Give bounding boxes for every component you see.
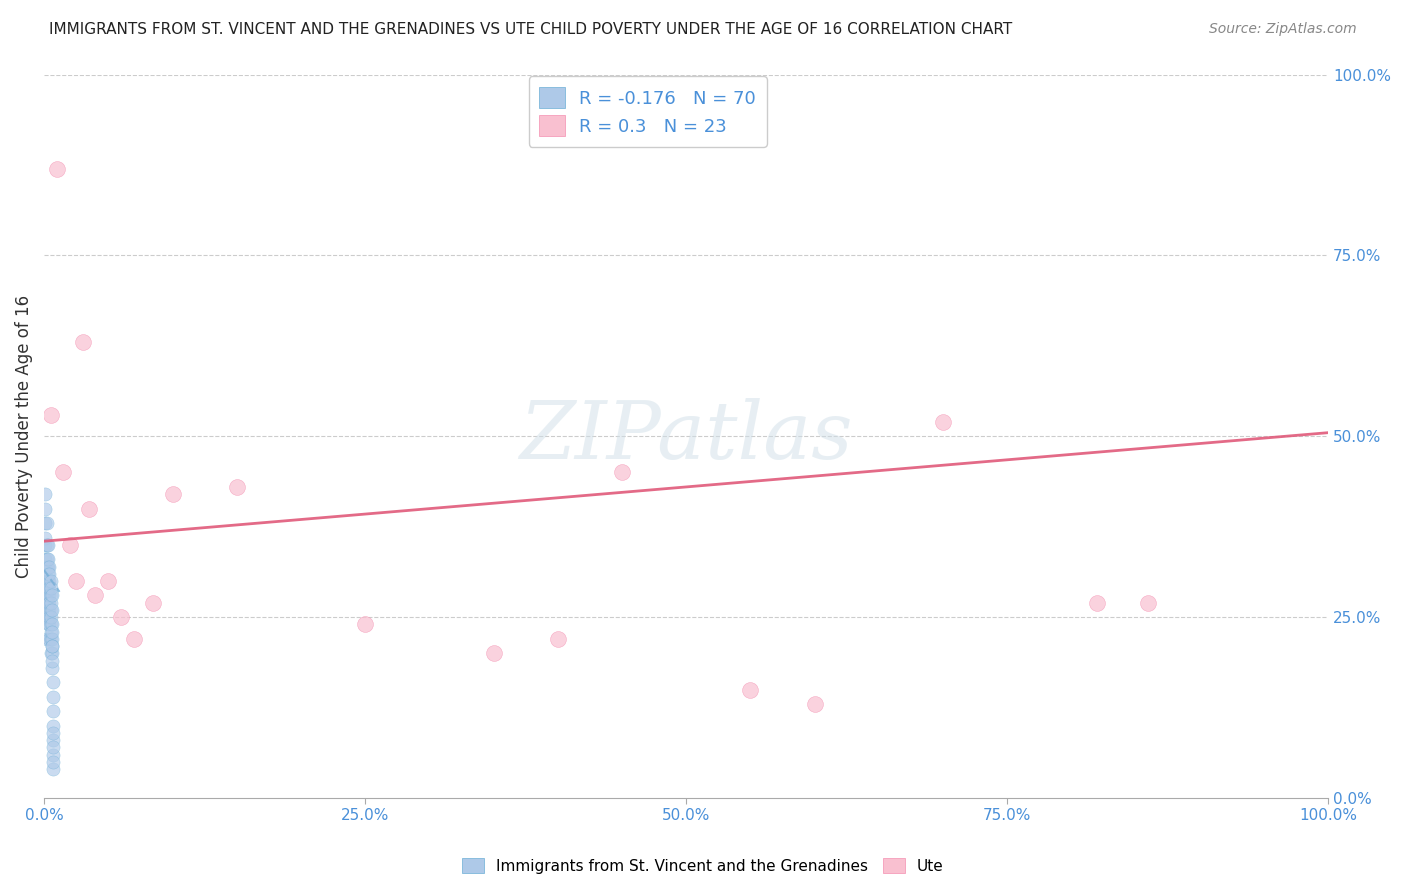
Point [35, 574, 58, 588]
Point [35, 552, 58, 566]
Point [41, 589, 63, 603]
Point [39, 603, 62, 617]
Point [34, 501, 56, 516]
Point [34, 516, 56, 530]
Point [354, 617, 377, 632]
Point [38, 574, 60, 588]
Y-axis label: Child Poverty Under the Age of 16: Child Poverty Under the Age of 16 [15, 294, 32, 578]
Point [39, 574, 62, 588]
Point [42, 755, 65, 769]
Point [38, 559, 60, 574]
Point [46, 161, 69, 176]
Point [77, 501, 100, 516]
Point [39, 632, 62, 646]
Point [39, 589, 62, 603]
Point [34, 487, 56, 501]
Point [42, 740, 65, 755]
Point [41, 617, 63, 632]
Point [41, 654, 63, 668]
Point [39, 581, 62, 595]
Point [1137, 596, 1160, 610]
Point [41, 632, 63, 646]
Point [38, 581, 60, 595]
Point [142, 596, 165, 610]
Legend: Immigrants from St. Vincent and the Grenadines, Ute: Immigrants from St. Vincent and the Gren… [457, 852, 949, 880]
Point [547, 632, 569, 646]
Point [42, 733, 65, 747]
Point [35, 589, 58, 603]
Point [34, 559, 56, 574]
Point [37, 581, 59, 595]
Point [37, 617, 59, 632]
Point [37, 552, 59, 566]
Point [42, 747, 65, 762]
Point [42, 762, 65, 776]
Point [65, 574, 87, 588]
Point [482, 646, 505, 660]
Point [35, 610, 58, 624]
Point [39, 596, 62, 610]
Point [72, 335, 94, 350]
Point [35, 559, 58, 574]
Legend: R = -0.176   N = 70, R = 0.3   N = 23: R = -0.176 N = 70, R = 0.3 N = 23 [529, 77, 766, 147]
Point [38, 617, 60, 632]
Point [37, 574, 59, 588]
Point [38, 632, 60, 646]
Point [42, 704, 65, 718]
Point [41, 624, 63, 639]
Point [1085, 596, 1108, 610]
Point [59, 538, 82, 552]
Point [39, 617, 62, 632]
Point [38, 566, 60, 581]
Point [34, 538, 56, 552]
Point [42, 726, 65, 740]
Point [37, 538, 59, 552]
Point [162, 487, 184, 501]
Point [41, 639, 63, 653]
Point [52, 466, 75, 480]
Point [932, 415, 955, 429]
Text: Source: ZipAtlas.com: Source: ZipAtlas.com [1209, 22, 1357, 37]
Point [39, 408, 62, 422]
Point [41, 646, 63, 660]
Point [110, 610, 132, 624]
Point [41, 603, 63, 617]
Point [35, 596, 58, 610]
Point [803, 697, 825, 711]
Point [38, 596, 60, 610]
Point [35, 516, 58, 530]
Point [225, 480, 247, 494]
Point [37, 603, 59, 617]
Point [37, 566, 59, 581]
Point [41, 661, 63, 675]
Point [610, 466, 633, 480]
Point [38, 603, 60, 617]
Point [38, 610, 60, 624]
Point [740, 682, 762, 697]
Point [97, 574, 120, 588]
Point [34, 552, 56, 566]
Point [37, 589, 59, 603]
Point [122, 632, 145, 646]
Point [42, 690, 65, 704]
Point [34, 574, 56, 588]
Point [84, 589, 107, 603]
Point [41, 639, 63, 653]
Point [39, 610, 62, 624]
Point [42, 675, 65, 690]
Point [34, 531, 56, 545]
Point [37, 559, 59, 574]
Point [34, 610, 56, 624]
Point [38, 589, 60, 603]
Text: ZIPatlas: ZIPatlas [519, 398, 853, 475]
Point [39, 646, 62, 660]
Point [42, 719, 65, 733]
Point [35, 581, 58, 595]
Point [39, 624, 62, 639]
Text: IMMIGRANTS FROM ST. VINCENT AND THE GRENADINES VS UTE CHILD POVERTY UNDER THE AG: IMMIGRANTS FROM ST. VINCENT AND THE GREN… [49, 22, 1012, 37]
Point [35, 632, 58, 646]
Point [37, 596, 59, 610]
Point [34, 589, 56, 603]
Point [35, 538, 58, 552]
